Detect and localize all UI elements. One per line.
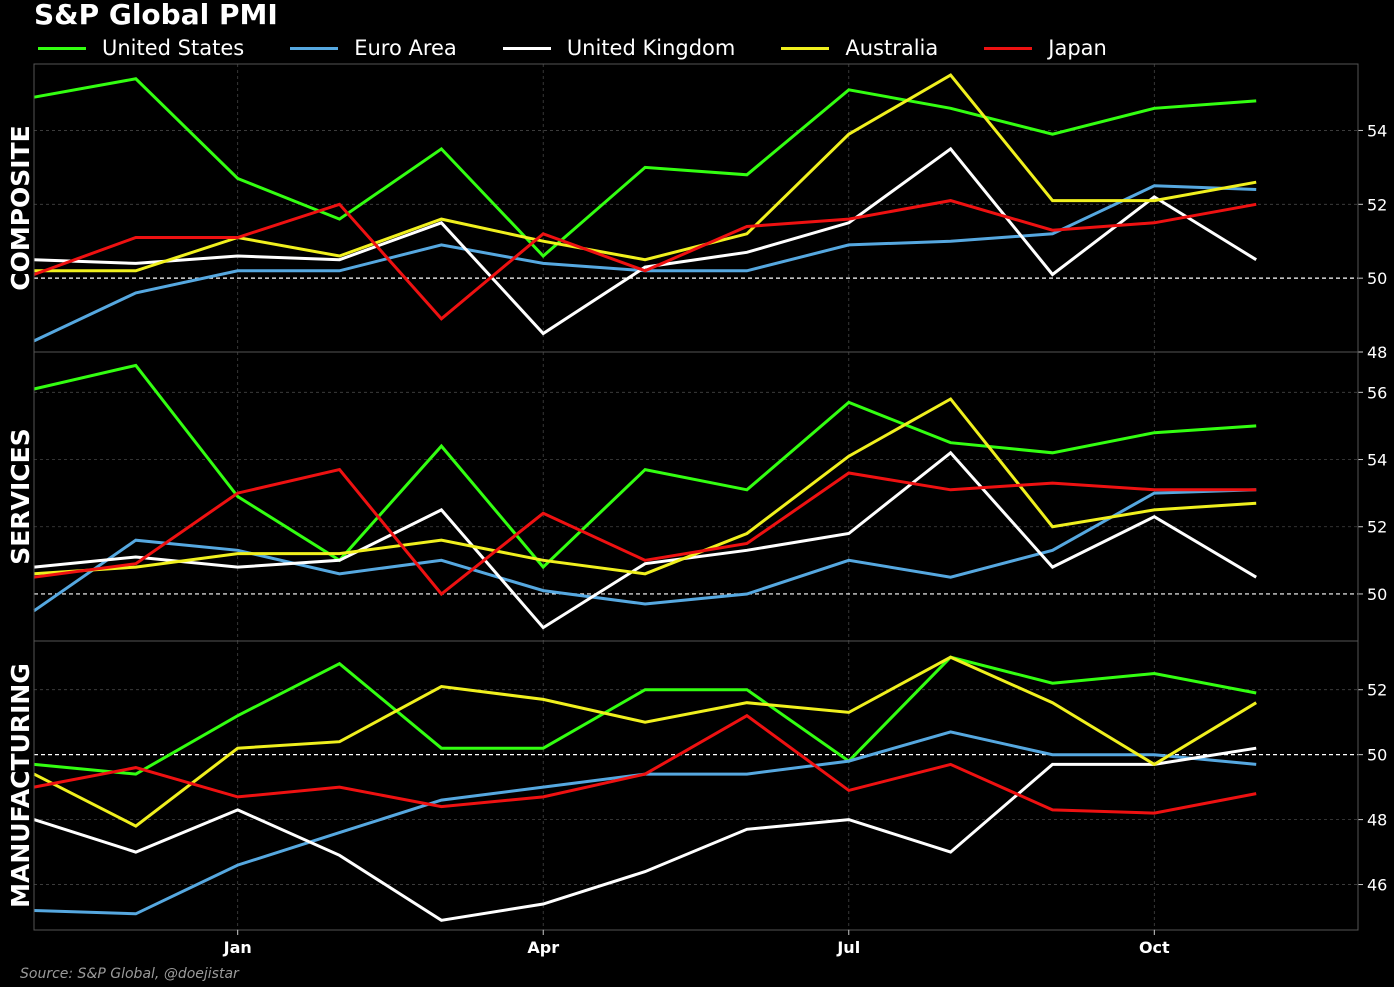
panel-label: COMPOSITE — [6, 125, 35, 291]
series-line-euro-area — [33, 730, 1257, 916]
legend-swatch — [290, 46, 339, 50]
legend-swatch — [38, 46, 86, 50]
panel-frame — [33, 640, 1359, 931]
legend-label: United Kingdom — [566, 36, 736, 60]
x-tick-label: Oct — [1139, 938, 1170, 957]
series-line-japan — [33, 467, 1257, 597]
source-note: Source: S&P Global, @doejistar — [20, 966, 239, 982]
legend-label: Euro Area — [354, 36, 457, 60]
legend-item: United States — [38, 36, 244, 60]
series-line-united-kingdom — [33, 746, 1257, 922]
legend-swatch — [502, 46, 551, 50]
y-tick-label: 54 — [1367, 121, 1387, 140]
y-tick-label: 52 — [1367, 195, 1387, 214]
series-line-united-kingdom — [33, 146, 1257, 336]
series-line-euro-area — [33, 184, 1257, 343]
x-tick-label: Apr — [527, 938, 559, 957]
legend: United States Euro Area United Kingdom Aust… — [38, 33, 1153, 63]
y-tick-label: 46 — [1367, 876, 1387, 895]
y-tick-label: 48 — [1367, 343, 1387, 362]
series-line-united-kingdom — [33, 450, 1257, 630]
y-tick-label: 48 — [1367, 811, 1387, 830]
series-line-japan — [33, 199, 1257, 321]
y-tick-label: 52 — [1367, 518, 1387, 537]
series-line-australia — [34, 73, 1257, 273]
legend-label: Australia — [845, 36, 939, 60]
legend-swatch — [781, 46, 830, 50]
legend-item: United Kingdom — [502, 36, 736, 60]
y-tick-label: 50 — [1367, 585, 1387, 604]
y-tick-label: 54 — [1367, 451, 1387, 470]
series-line-united-states — [33, 77, 1257, 259]
legend-item: Euro Area — [290, 36, 457, 60]
panel-label: MANUFACTURING — [6, 663, 35, 908]
x-tick-label: Jul — [836, 938, 860, 957]
y-tick-label: 50 — [1367, 269, 1387, 288]
panel-manufacturing: 46 48 50 52 MANUFACTURING — [6, 640, 1387, 931]
panel-services: 50 52 54 56 SERVICES — [6, 351, 1387, 642]
panel-composite: 48 50 52 54 COMPOSITE — [6, 63, 1387, 362]
series-line-united-states — [33, 655, 1257, 776]
series-line-japan — [33, 713, 1257, 815]
series-line-euro-area — [33, 488, 1257, 613]
legend-label: Japan — [1048, 36, 1107, 60]
legend-label: United States — [102, 36, 245, 60]
panel-label: SERVICES — [6, 428, 35, 564]
series-line-australia — [33, 655, 1257, 828]
y-tick-label: 56 — [1367, 383, 1387, 402]
legend-swatch — [984, 46, 1033, 50]
x-tick-label: Jan — [223, 938, 252, 957]
legend-item: Australia — [781, 36, 938, 60]
y-tick-label: 52 — [1367, 681, 1387, 700]
chart-title: S&P Global PMI — [34, 0, 278, 31]
legend-item: Japan — [984, 36, 1107, 60]
series-line-australia — [33, 397, 1257, 576]
series-line-united-states — [33, 363, 1257, 570]
y-tick-label: 50 — [1367, 746, 1387, 765]
